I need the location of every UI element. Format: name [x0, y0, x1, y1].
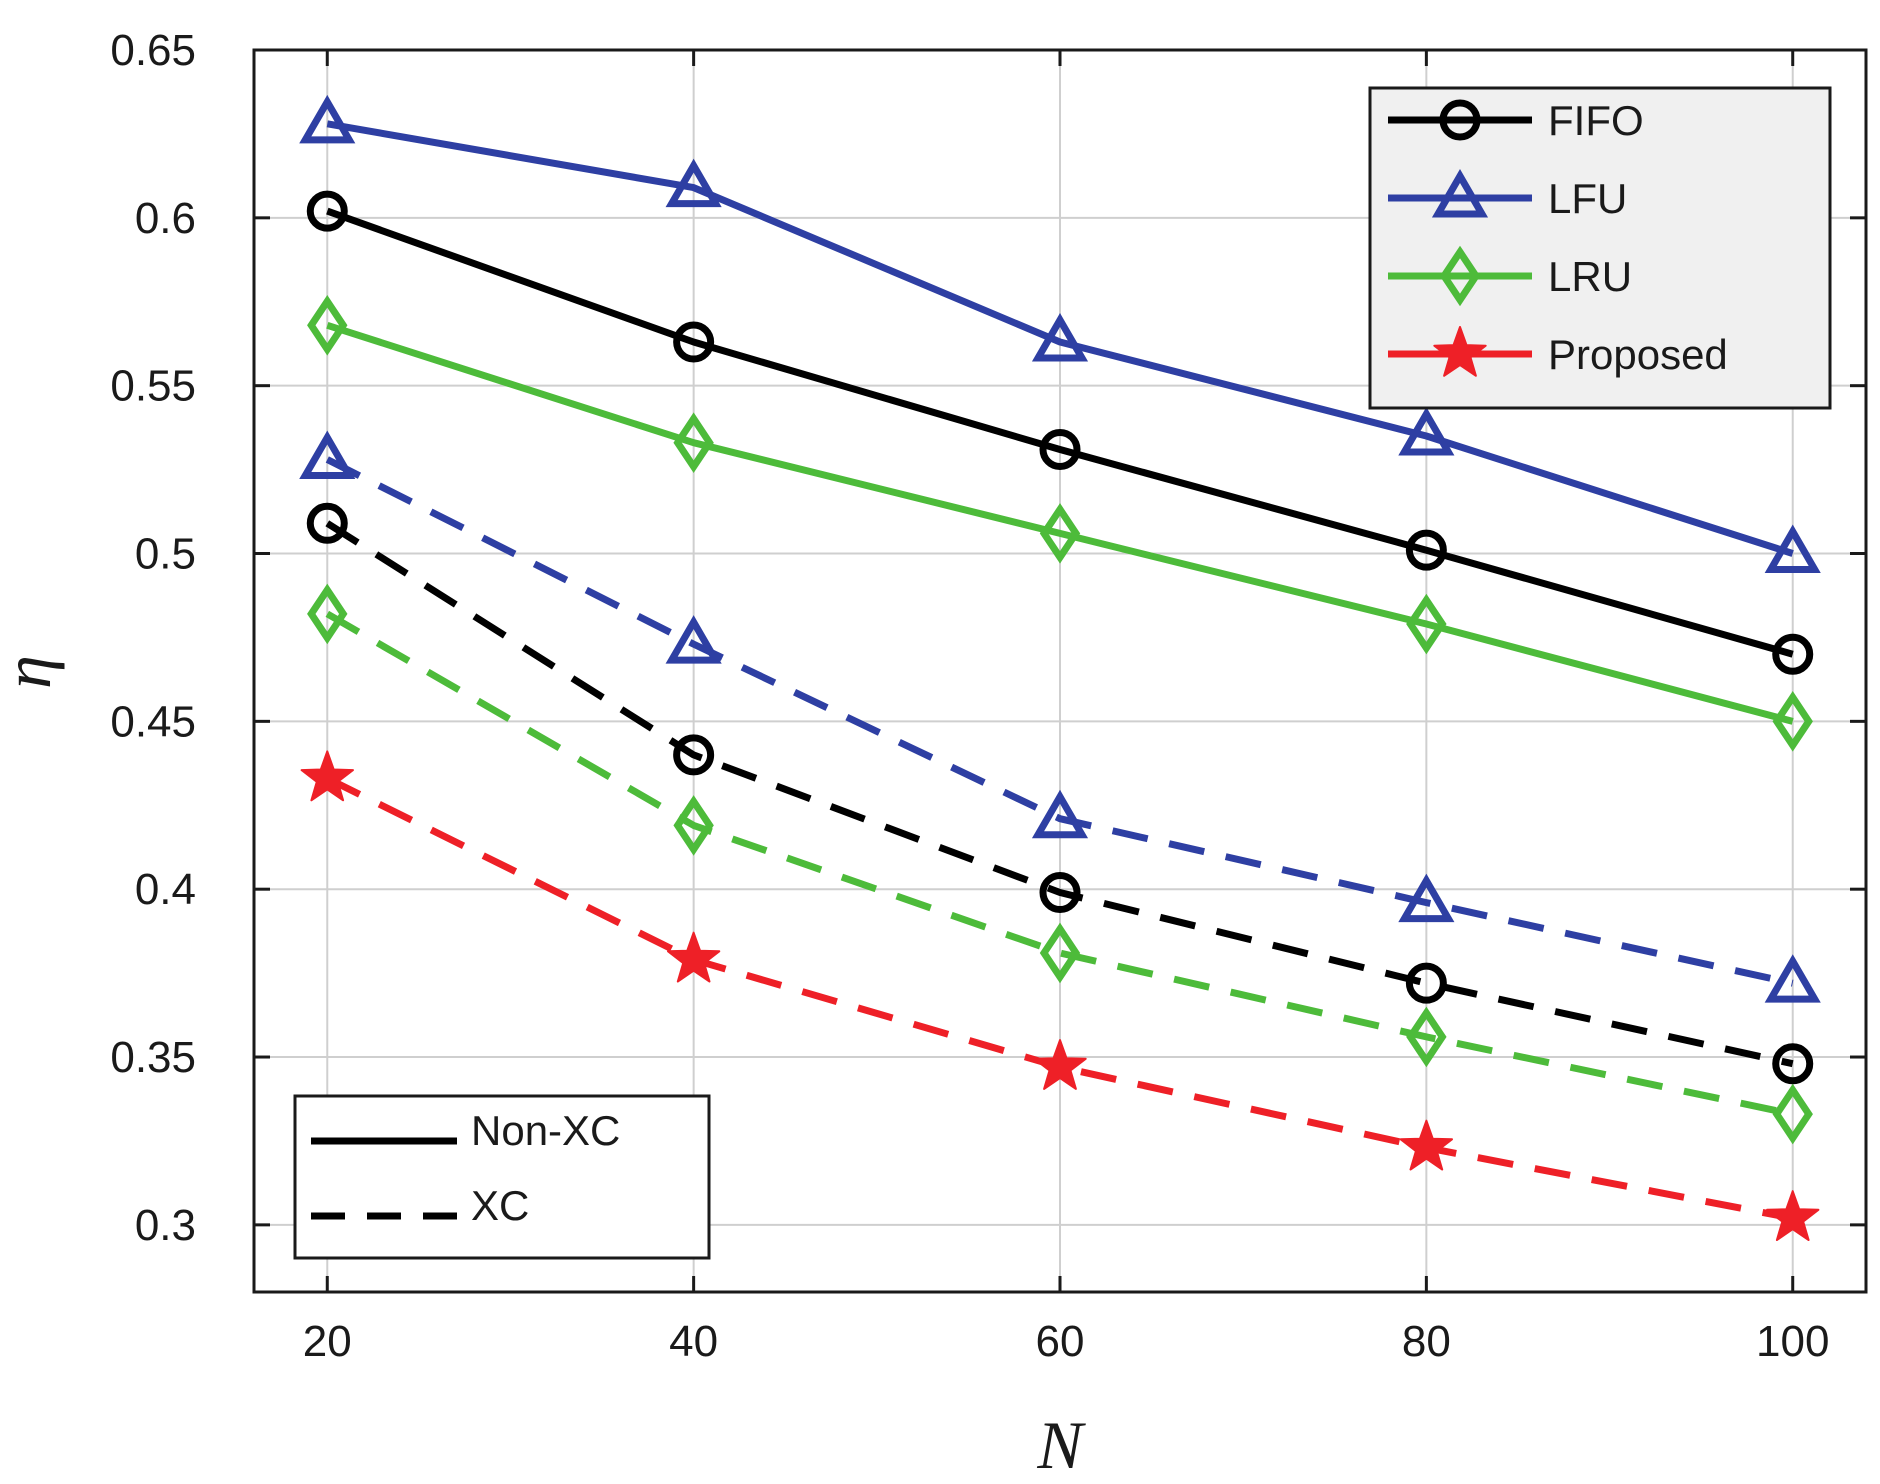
- legend-label: Non-XC: [471, 1107, 620, 1154]
- y-tick-label: 0.6: [135, 194, 196, 243]
- series-markers: [299, 94, 1821, 1241]
- legend-methods: FIFO LFU LRU Proposed: [1368, 86, 1832, 410]
- legend-marker-triangle: [1431, 169, 1489, 218]
- data-point-lru-non-xc: [1406, 593, 1447, 655]
- series-lines: [325, 120, 1794, 1222]
- y-tick-labels: 0.3 0.35 0.4 0.45 0.5 0.55 0.6 0.65: [110, 26, 196, 1250]
- y-tick-label: 0.65: [110, 26, 196, 75]
- y-tick-label: 0.5: [135, 530, 196, 579]
- series-line-lru-non-xc: [326, 321, 1794, 725]
- x-tick-label: 80: [1402, 1317, 1451, 1366]
- x-tick-label: 40: [669, 1317, 718, 1366]
- data-point-proposed-xc: [1766, 1190, 1820, 1241]
- data-point-lru-non-xc: [307, 294, 348, 356]
- data-point-fifo-xc: [673, 734, 715, 776]
- data-point-lru-non-xc: [1772, 691, 1813, 752]
- y-tick-label: 0.35: [110, 1033, 196, 1082]
- data-point-lru-non-xc: [1039, 503, 1081, 564]
- data-point-proposed-xc: [667, 931, 721, 983]
- series-line-fifo-non-xc: [326, 207, 1794, 658]
- data-point-lfu-xc: [1031, 789, 1089, 839]
- legend-schemes-box: [293, 1094, 711, 1260]
- data-point-lfu-non-xc: [299, 94, 356, 144]
- y-tick-label: 0.4: [135, 865, 196, 914]
- y-tick-label: 0.45: [110, 697, 196, 746]
- legend-entry-xc: XC: [311, 1182, 529, 1229]
- data-point-lru-xc: [673, 795, 714, 856]
- data-point-proposed-xc: [1399, 1119, 1453, 1171]
- data-point-lfu-non-xc: [1764, 524, 1821, 574]
- y-tick-label: 0.3: [135, 1201, 196, 1250]
- legend-entry-lru: LRU: [1388, 245, 1632, 307]
- data-point-lfu-xc: [1398, 873, 1455, 923]
- x-tick-label: 20: [303, 1317, 352, 1366]
- data-point-lru-xc: [1039, 922, 1081, 984]
- data-point-lfu-xc: [1764, 954, 1821, 1003]
- series-line-fifo-xc: [325, 520, 1794, 1068]
- axis-ticks: [254, 48, 1866, 1292]
- legend-label: LFU: [1548, 175, 1627, 222]
- x-axis-label: N: [1036, 1407, 1086, 1483]
- data-point-fifo-xc: [1772, 1043, 1814, 1085]
- data-point-lru-non-xc: [673, 412, 714, 474]
- y-axis-label: η: [0, 655, 65, 689]
- series-line-lfu-non-xc: [326, 120, 1794, 557]
- legend-marker-circle: [1439, 99, 1481, 141]
- legend-label: XC: [471, 1182, 529, 1229]
- data-point-lfu-non-xc: [1031, 313, 1089, 362]
- series-line-proposed-xc: [325, 775, 1794, 1222]
- data-point-fifo-xc: [1405, 962, 1447, 1004]
- y-tick-label: 0.55: [110, 362, 196, 411]
- x-tick-label: 60: [1036, 1317, 1085, 1366]
- data-point-lru-xc: [1406, 1006, 1447, 1068]
- data-point-proposed-xc: [1033, 1039, 1087, 1090]
- legend-entry-non-xc: Non-XC: [311, 1107, 620, 1154]
- data-point-lfu-non-xc: [1398, 407, 1455, 456]
- series-line-lru-xc: [325, 610, 1794, 1118]
- x-tick-labels: 20 40 60 80 100: [303, 1317, 1830, 1366]
- legend-marker-diamond: [1439, 245, 1481, 307]
- data-point-lru-xc: [1772, 1083, 1813, 1145]
- data-point-lfu-non-xc: [665, 158, 722, 208]
- legend-schemes: Non-XC XC: [293, 1094, 711, 1260]
- data-point-lfu-xc: [299, 430, 356, 480]
- data-point-fifo-non-xc: [1039, 428, 1081, 470]
- data-point-lru-xc: [307, 583, 348, 645]
- legend-label: Proposed: [1548, 331, 1728, 378]
- data-point-fifo-non-xc: [1405, 529, 1447, 571]
- x-tick-label: 100: [1756, 1317, 1829, 1366]
- data-point-fifo-non-xc: [306, 190, 348, 232]
- legend-marker-star: [1433, 326, 1487, 377]
- legend-entry-lfu: LFU: [1388, 169, 1627, 222]
- series-line-lfu-xc: [325, 456, 1794, 987]
- data-point-lfu-xc: [665, 615, 722, 664]
- data-point-fifo-non-xc: [673, 321, 715, 363]
- legend-entry-fifo: FIFO: [1388, 97, 1644, 144]
- data-point-proposed-xc: [300, 750, 354, 802]
- data-point-fifo-xc: [1039, 872, 1081, 914]
- legend-entry-proposed: Proposed: [1388, 326, 1728, 378]
- data-point-fifo-non-xc: [1772, 633, 1814, 675]
- legend-label: FIFO: [1548, 97, 1644, 144]
- data-point-fifo-xc: [306, 502, 348, 544]
- legend-label: LRU: [1548, 253, 1632, 300]
